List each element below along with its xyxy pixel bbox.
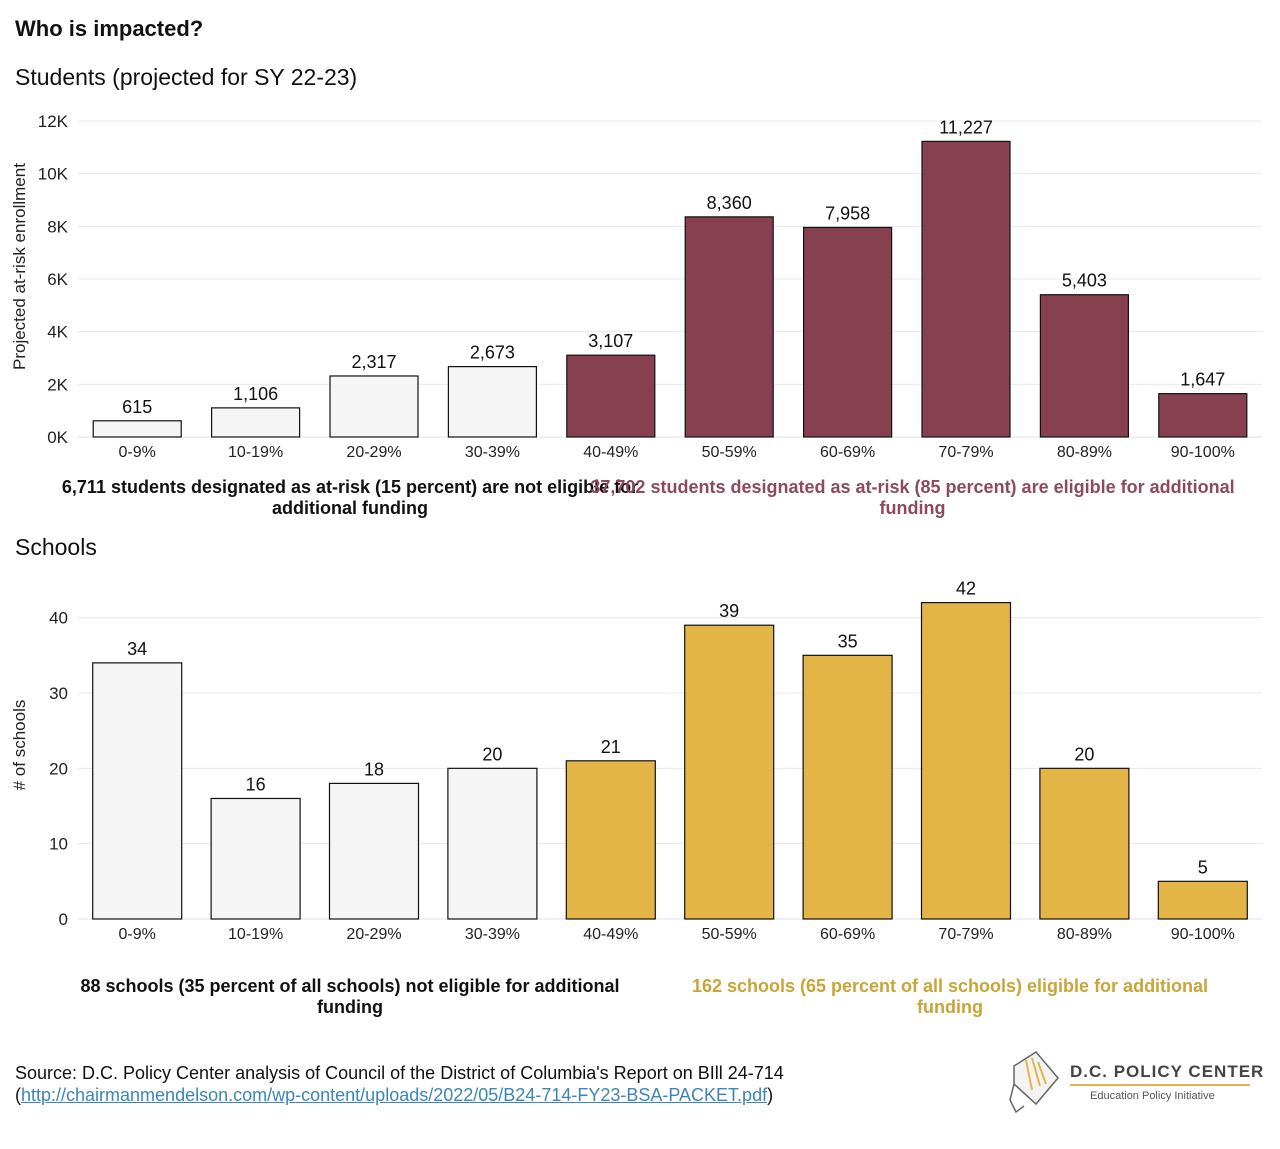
x-tick-label: 60-69% <box>820 444 875 461</box>
y-tick-label: 8K <box>47 217 68 236</box>
source-note: Source: D.C. Policy Center analysis of C… <box>15 1063 784 1105</box>
page-title: Who is impacted? <box>15 16 204 41</box>
source-link[interactable]: http://chairmanmendelson.com/wp-content/… <box>21 1085 768 1105</box>
data-label: 2,317 <box>351 352 396 372</box>
data-label: 3,107 <box>588 331 633 351</box>
y-tick-label: 2K <box>47 375 68 394</box>
x-tick-label: 70-79% <box>938 926 993 943</box>
y-tick-label: 6K <box>47 270 68 289</box>
data-label: 1,106 <box>233 384 278 404</box>
x-tick-label: 0-9% <box>119 926 156 943</box>
y-tick-label: 0K <box>47 428 68 447</box>
y-tick-label: 10 <box>49 835 68 854</box>
data-label: 7,958 <box>825 203 870 223</box>
x-tick-label: 60-69% <box>820 926 875 943</box>
data-label: 21 <box>601 737 621 757</box>
x-tick-label: 80-89% <box>1057 926 1112 943</box>
bar-50-59% <box>684 216 774 438</box>
x-tick-label: 40-49% <box>583 926 638 943</box>
bar-50-59% <box>684 624 775 920</box>
y-tick-label: 30 <box>49 684 68 703</box>
students-eligible-note: 37,702 students designated as at-risk (8… <box>590 477 1235 518</box>
data-label: 5 <box>1198 857 1208 877</box>
schools-bar-chart: 0 10 20 30 40 34 0-9% 16 10-19% 18 20-29% 20 30-39% 2… <box>49 580 1262 943</box>
x-tick-label: 50-59% <box>702 926 757 943</box>
bar-60-69% <box>802 654 893 920</box>
x-tick-label: 20-29% <box>346 444 401 461</box>
x-tick-label: 50-59% <box>702 444 757 461</box>
x-tick-label: 10-19% <box>228 444 283 461</box>
y-tick-label: 20 <box>49 759 68 778</box>
bar-40-49% <box>565 760 656 920</box>
x-tick-label: 70-79% <box>938 444 993 461</box>
bar-10-19% <box>210 797 301 920</box>
students-bar-chart: 0K 2K 4K 6K 8K 10K 12K 615 0-9% 1,106 10-19% 2,317 2… <box>38 112 1262 461</box>
y-tick-label: 0 <box>59 910 68 929</box>
data-label: 16 <box>246 774 266 794</box>
x-tick-label: 10-19% <box>228 926 283 943</box>
data-label: 34 <box>127 639 147 659</box>
x-tick-label: 40-49% <box>583 444 638 461</box>
logo-divider <box>1070 1084 1250 1086</box>
y-tick-label: 40 <box>49 609 68 628</box>
data-label: 39 <box>719 601 739 621</box>
data-label: 11,227 <box>939 117 993 137</box>
x-tick-label: 20-29% <box>346 926 401 943</box>
x-tick-label: 0-9% <box>119 444 156 461</box>
logo-name: D.C. POLICY CENTER <box>1070 1062 1265 1081</box>
data-label: 20 <box>1074 744 1094 764</box>
bar-20-29% <box>328 782 420 920</box>
bar-20-29% <box>329 375 419 438</box>
bar-30-39% <box>447 366 537 438</box>
x-tick-label: 90-100% <box>1171 926 1235 943</box>
bar-90-100% <box>1158 393 1248 438</box>
bar-40-49% <box>566 354 656 438</box>
schools-eligible-note: 162 schools (65 percent of all schools) … <box>691 976 1209 1017</box>
schools-not-eligible-note: 88 schools (35 percent of all schools) n… <box>80 976 620 1017</box>
data-label: 20 <box>482 744 502 764</box>
data-label: 615 <box>122 397 152 417</box>
x-tick-label: 30-39% <box>465 444 520 461</box>
y-tick-label: 12K <box>38 112 69 131</box>
dc-map-icon <box>1009 1051 1059 1114</box>
x-tick-label: 90-100% <box>1171 444 1235 461</box>
dc-policy-center-logo: D.C. POLICY CENTER Education Policy Init… <box>1000 1048 1263 1120</box>
data-label: 42 <box>956 580 976 599</box>
logo-subtitle: Education Policy Initiative <box>1090 1090 1215 1102</box>
data-label: 5,403 <box>1062 271 1107 291</box>
bar-70-79% <box>920 602 1012 920</box>
students-not-eligible-note: 6,711 students designated as at-risk (15… <box>61 477 639 518</box>
bar-30-39% <box>447 767 538 920</box>
schools-chart-title: Schools <box>15 534 97 560</box>
bar-90-100% <box>1157 880 1248 920</box>
bar-0-9% <box>92 420 182 438</box>
data-label: 35 <box>838 631 858 651</box>
students-chart-title: Students (projected for SY 22-23) <box>15 64 358 90</box>
data-label: 2,673 <box>470 343 515 363</box>
bar-80-89% <box>1039 767 1130 920</box>
data-label: 1,647 <box>1180 370 1225 390</box>
bar-60-69% <box>802 226 893 438</box>
bar-70-79% <box>921 140 1011 438</box>
data-label: 18 <box>364 759 384 779</box>
data-label: 8,360 <box>707 193 752 213</box>
bar-10-19% <box>211 407 301 438</box>
bar-0-9% <box>92 662 183 920</box>
y-tick-label: 4K <box>47 323 68 342</box>
x-tick-label: 30-39% <box>465 926 520 943</box>
source-text: Source: D.C. Policy Center analysis of C… <box>15 1063 784 1083</box>
x-tick-label: 80-89% <box>1057 444 1112 461</box>
bar-80-89% <box>1039 294 1130 438</box>
y-tick-label: 10K <box>38 165 69 184</box>
